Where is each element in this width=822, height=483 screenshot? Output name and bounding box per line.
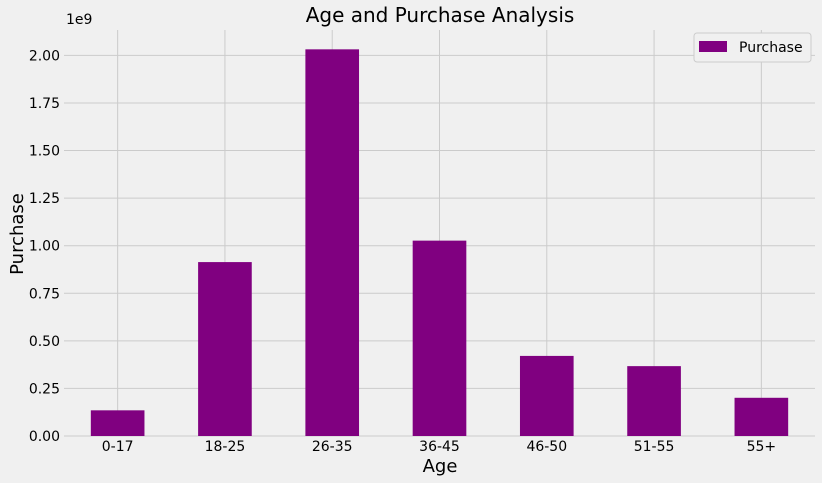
x-tick-label: 26-35 bbox=[312, 439, 353, 455]
y-tick-label: 0.25 bbox=[29, 381, 60, 397]
bar-26-35 bbox=[305, 49, 360, 436]
y-tick-label: 0.75 bbox=[29, 286, 60, 302]
x-tick-label: 46-50 bbox=[526, 439, 567, 455]
x-tick-label: 18-25 bbox=[205, 439, 246, 455]
y-tick-label: 1.25 bbox=[29, 191, 60, 207]
y-tick-label: 1.50 bbox=[29, 144, 60, 160]
bar-51-55 bbox=[627, 366, 681, 436]
y-tick-label: 1.75 bbox=[29, 96, 60, 112]
y-tick-label: 0.00 bbox=[29, 429, 60, 445]
chart-title: Age and Purchase Analysis bbox=[306, 3, 575, 27]
bar-36-45 bbox=[412, 240, 467, 436]
bar-55+ bbox=[734, 397, 789, 436]
x-tick-label: 55+ bbox=[747, 439, 777, 455]
legend-box bbox=[693, 32, 812, 63]
y-axis-scale-label: 1e9 bbox=[66, 12, 92, 28]
y-axis-ticks: 0.00 0.25 0.50 0.75 1.00 1.25 1.50 1.75 2.00 bbox=[29, 48, 60, 445]
x-tick-label: 0-17 bbox=[102, 439, 134, 455]
x-tick-label: 36-45 bbox=[419, 439, 460, 455]
y-tick-label: 2.00 bbox=[29, 48, 60, 64]
legend: Purchase bbox=[693, 32, 812, 63]
y-tick-label: 0.50 bbox=[29, 334, 60, 350]
y-axis-title: Purchase bbox=[7, 193, 28, 275]
x-tick-label: 51-55 bbox=[634, 439, 675, 455]
x-axis-ticks: 0-17 18-25 26-35 36-45 46-50 51-55 55+ bbox=[102, 439, 776, 455]
bar-46-50 bbox=[519, 355, 574, 436]
bars bbox=[90, 49, 789, 436]
legend-label: Purchase bbox=[739, 40, 803, 56]
x-axis-title: Age bbox=[423, 456, 458, 477]
y-tick-label: 1.00 bbox=[29, 239, 60, 255]
bar-0-17 bbox=[90, 410, 145, 436]
bar-18-25 bbox=[198, 262, 252, 436]
legend-swatch bbox=[699, 41, 727, 52]
